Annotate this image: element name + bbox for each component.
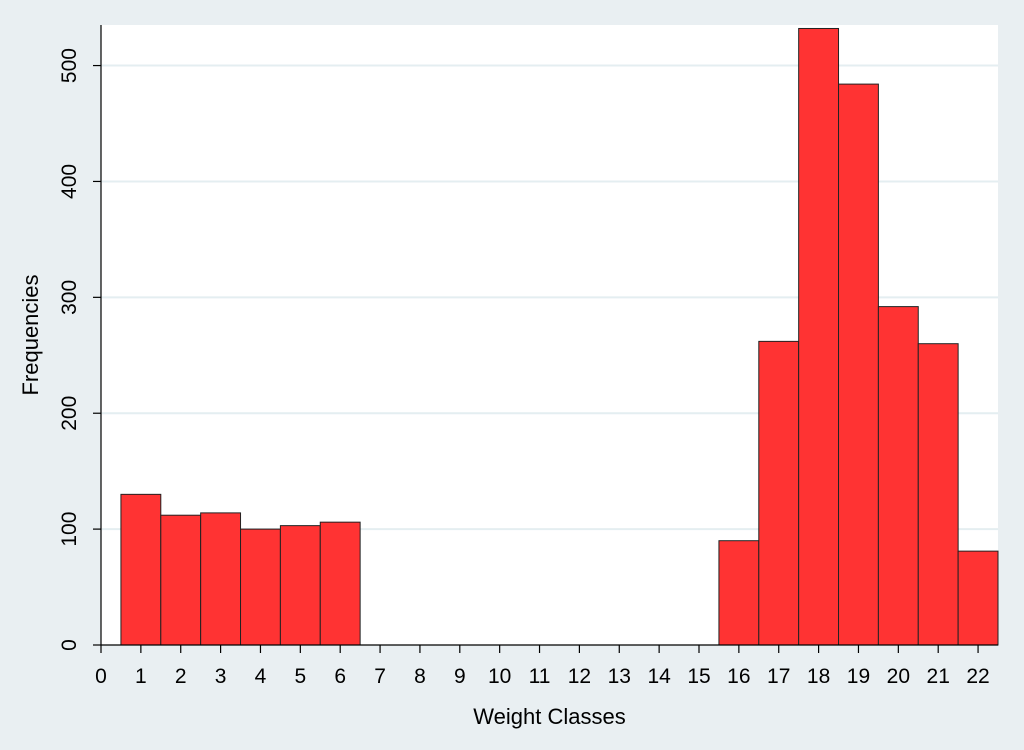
bar-6 xyxy=(319,521,361,646)
bar-22 xyxy=(957,550,999,646)
x-tick-label: 22 xyxy=(966,665,989,688)
x-tick-label: 17 xyxy=(767,665,790,688)
y-tick-label: 300 xyxy=(58,280,81,315)
bar-18 xyxy=(798,27,840,646)
x-tick-label: 1 xyxy=(135,665,147,688)
x-tick-label: 13 xyxy=(608,665,631,688)
x-tick-label: 9 xyxy=(454,665,466,688)
y-tick-label: 500 xyxy=(58,48,81,83)
x-tick-label: 5 xyxy=(294,665,306,688)
bar-2 xyxy=(160,514,202,646)
bar-20 xyxy=(877,306,919,646)
bar-1 xyxy=(120,493,162,646)
x-tick-label: 4 xyxy=(255,665,267,688)
x-tick-label: 15 xyxy=(687,665,710,688)
bar-3 xyxy=(200,512,242,646)
bar-21 xyxy=(917,343,959,646)
bar-16 xyxy=(718,540,760,646)
x-tick-label: 11 xyxy=(529,665,551,688)
bar-19 xyxy=(838,83,879,646)
y-tick-label: 0 xyxy=(58,639,81,651)
y-tick-label: 100 xyxy=(58,512,81,547)
x-tick-label: 10 xyxy=(488,665,511,688)
bar-17 xyxy=(758,340,800,646)
y-axis-title: Frequencies xyxy=(18,274,43,395)
x-tick-label: 19 xyxy=(847,665,870,688)
x-tick-label: 20 xyxy=(887,665,910,688)
x-tick-label: 2 xyxy=(175,665,187,688)
y-tick-label: 200 xyxy=(58,396,81,431)
x-tick-label: 3 xyxy=(215,665,227,688)
y-tick-label: 400 xyxy=(58,164,81,199)
x-tick-label: 7 xyxy=(374,665,386,688)
bar-5 xyxy=(279,525,321,646)
x-axis-title: Weight Classes xyxy=(473,704,625,729)
x-tick-label: 18 xyxy=(807,665,830,688)
x-tick-label: 8 xyxy=(414,665,426,688)
x-tick-label: 12 xyxy=(568,665,591,688)
bars xyxy=(120,27,999,646)
bar-4 xyxy=(240,528,281,646)
x-tick-label: 6 xyxy=(334,665,346,688)
x-tick-label: 16 xyxy=(727,665,750,688)
x-tick-label: 14 xyxy=(647,665,671,688)
x-tick-label: 21 xyxy=(927,665,950,688)
x-tick-label: 0 xyxy=(95,665,107,688)
